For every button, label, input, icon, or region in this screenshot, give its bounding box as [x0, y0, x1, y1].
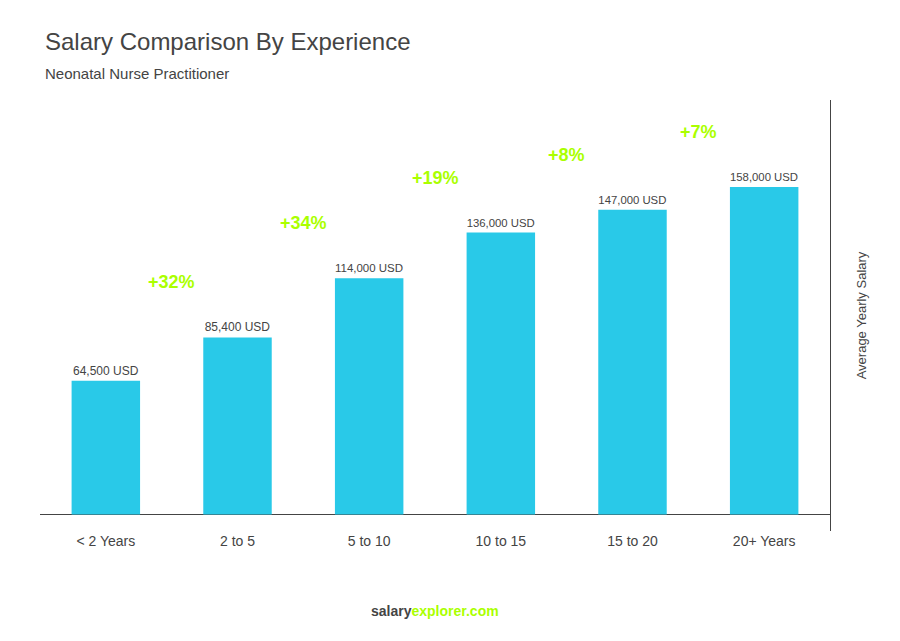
svg-text:85,400 USD: 85,400 USD — [205, 320, 271, 334]
svg-text:136,000 USD: 136,000 USD — [467, 217, 535, 229]
svg-text:20+ Years: 20+ Years — [733, 533, 796, 549]
svg-text:+34%: +34% — [280, 213, 327, 233]
svg-text:10 to 15: 10 to 15 — [476, 533, 527, 549]
svg-text:158,000 USD: 158,000 USD — [730, 171, 798, 183]
svg-text:+19%: +19% — [412, 168, 459, 188]
svg-text:+32%: +32% — [148, 272, 195, 292]
svg-text:64,500 USD: 64,500 USD — [73, 364, 139, 378]
svg-text:salaryexplorer.com: salaryexplorer.com — [371, 603, 499, 619]
svg-text:147,000 USD: 147,000 USD — [598, 194, 666, 206]
svg-text:5 to 10: 5 to 10 — [348, 533, 391, 549]
svg-text:Neonatal Nurse Practitioner: Neonatal Nurse Practitioner — [45, 65, 229, 82]
svg-text:2 to 5: 2 to 5 — [220, 533, 255, 549]
svg-text:15 to 20: 15 to 20 — [607, 533, 658, 549]
svg-text:+7%: +7% — [680, 122, 717, 142]
svg-text:114,000 USD: 114,000 USD — [335, 262, 403, 274]
svg-text:< 2 Years: < 2 Years — [76, 533, 135, 549]
svg-text:+8%: +8% — [548, 145, 585, 165]
svg-text:Salary Comparison By Experienc: Salary Comparison By Experience — [45, 28, 411, 55]
svg-text:Average Yearly Salary: Average Yearly Salary — [854, 251, 869, 379]
